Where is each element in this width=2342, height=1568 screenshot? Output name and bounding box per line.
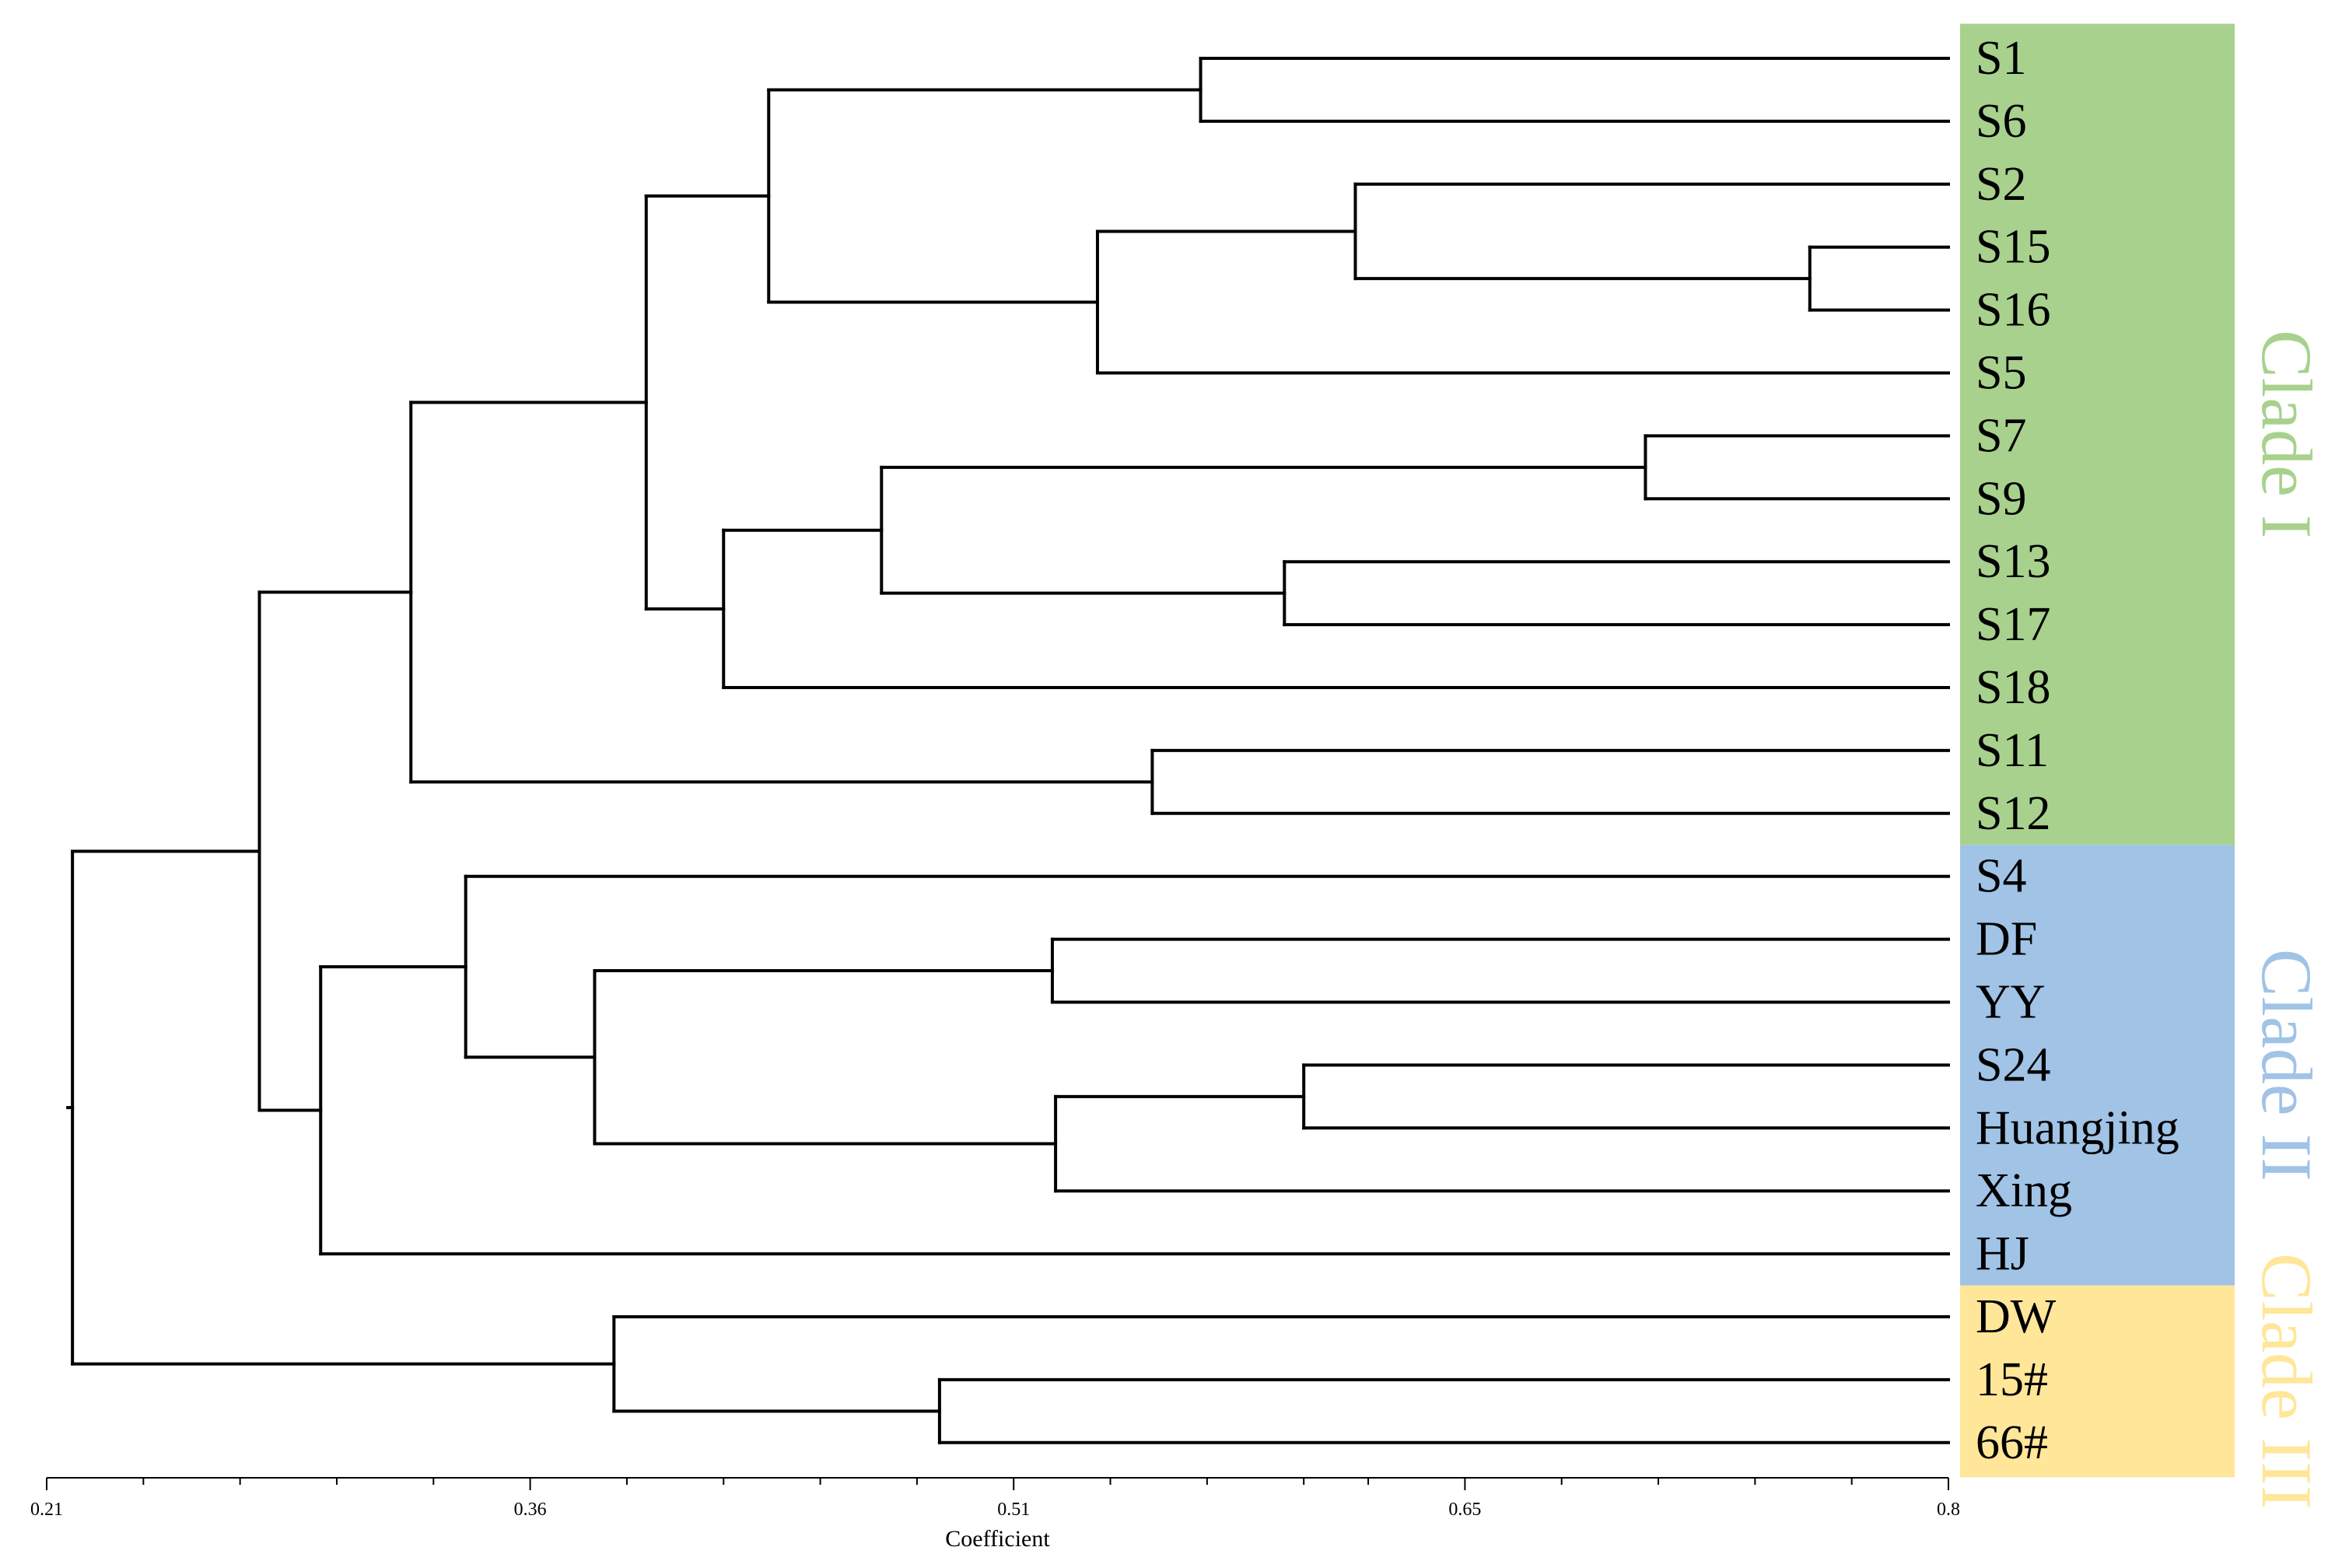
leaf-label-s9: S9	[1976, 472, 2026, 525]
leaf-label-15-hash: 15#	[1976, 1353, 2048, 1406]
leaf-labels: S1 S6 S2 S15 S16 S5 S7 S9 S13 S17 S18 S11 S12 S4 DF YY S…	[1976, 32, 2179, 1469]
leaf-label-s1: S1	[1976, 32, 2026, 85]
clade-label-clade-iii: Clade III	[2247, 1253, 2326, 1510]
leaf-label-hj: HJ	[1976, 1227, 2029, 1280]
leaf-label-s2: S2	[1976, 158, 2026, 211]
tick-label: 0.21	[30, 1500, 63, 1520]
clade-band-clade-i	[1960, 23, 2235, 845]
leaf-label-s17: S17	[1976, 598, 2050, 651]
clade-bands	[1960, 23, 2235, 1478]
x-axis: 0.21 0.36 0.51 0.65 0.8 Coefficient	[30, 1477, 1960, 1552]
leaf-label-s13: S13	[1976, 535, 2050, 588]
dendrogram-branches	[66, 57, 1950, 1444]
x-axis-ticks	[46, 1478, 1949, 1490]
leaf-label-dw: DW	[1976, 1290, 2057, 1343]
clade-label-clade-ii: Clade II	[2247, 949, 2326, 1181]
leaf-label-s15: S15	[1976, 221, 2050, 274]
tick-label: 0.36	[514, 1500, 547, 1520]
leaf-label-s4: S4	[1976, 850, 2026, 903]
x-axis-title: Coefficient	[945, 1526, 1050, 1552]
tick-label: 0.51	[997, 1500, 1030, 1520]
leaf-label-s16: S16	[1976, 284, 2050, 337]
leaf-label-s6: S6	[1976, 95, 2026, 148]
leaf-label-xing: Xing	[1976, 1164, 2072, 1217]
leaf-label-s18: S18	[1976, 661, 2050, 714]
tick-label: 0.8	[1937, 1500, 1960, 1520]
leaf-label-s11: S11	[1976, 724, 2049, 777]
tick-label: 0.65	[1448, 1500, 1481, 1520]
clade-label-clade-i: Clade I	[2247, 330, 2326, 538]
clade-band-clade-iii	[1960, 1285, 2235, 1478]
leaf-label-s5: S5	[1976, 347, 2026, 400]
x-axis-tick-labels: 0.21 0.36 0.51 0.65 0.8	[30, 1500, 1960, 1520]
leaf-label-s24: S24	[1976, 1038, 2050, 1091]
leaf-label-yy: YY	[1976, 976, 2046, 1029]
leaf-label-huangjing: Huangjing	[1976, 1101, 2179, 1154]
leaf-label-s12: S12	[1976, 787, 2050, 840]
clade-labels: Clade I Clade II Clade III	[2247, 330, 2326, 1509]
leaf-label-df: DF	[1976, 913, 2037, 966]
leaf-label-66-hash: 66#	[1976, 1416, 2048, 1469]
leaf-label-s7: S7	[1976, 409, 2026, 462]
clade-band-clade-ii	[1960, 845, 2235, 1286]
